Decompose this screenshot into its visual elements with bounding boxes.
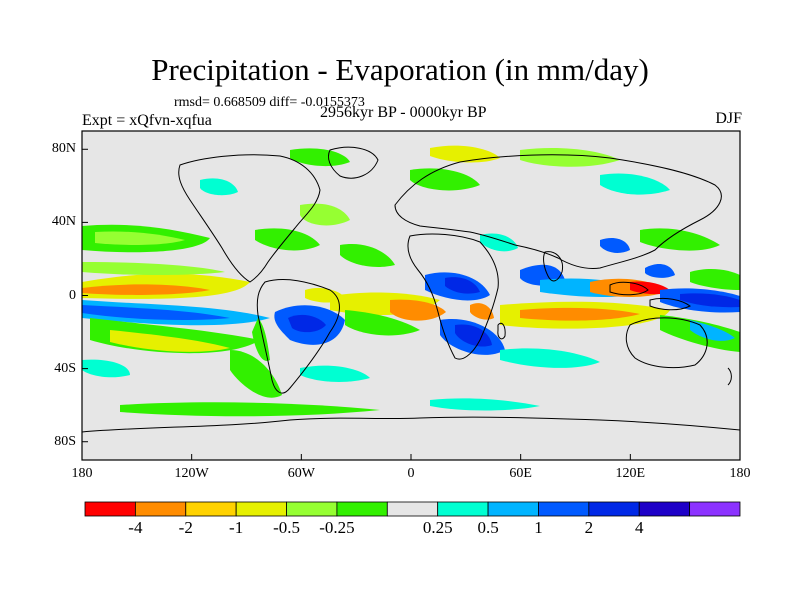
colorbar-box (437, 501, 489, 517)
colorbar-label: 2 (584, 518, 594, 537)
colorbar-box (185, 501, 237, 517)
lon-tick-label: 60E (509, 466, 532, 481)
lat-ticks (82, 148, 88, 443)
colorbar-box (487, 501, 539, 517)
colorbar-label: 0.5 (477, 518, 499, 537)
colorbar-box (134, 501, 187, 517)
colorbar-box (286, 501, 338, 517)
lat-tick-label: 0 (69, 287, 76, 303)
colorbar-box (84, 501, 136, 517)
lon-tick-label: 120W (174, 466, 209, 481)
lon-ticks (81, 454, 741, 460)
colorbar-label: -1 (229, 518, 244, 537)
lon-tick-label: 120E (615, 466, 646, 481)
colorbar-box (689, 501, 741, 517)
colorbar-label: 4 (634, 518, 644, 537)
colorbar-label: 1 (534, 518, 543, 537)
land-outlines (82, 146, 740, 433)
lon-tick-label: 60W (287, 466, 315, 481)
lon-tick-label: 180 (71, 466, 93, 481)
colorbar-box (538, 501, 590, 517)
plot-title: Precipitation - Evaporation (in mm/day) (151, 52, 649, 87)
colorbar (84, 501, 741, 517)
lon-tick-label: 180 (729, 466, 751, 481)
experiment-label: Expt = xQfvn-xqfua (82, 112, 212, 129)
season-label: DJF (715, 110, 742, 127)
colorbar-label: -0.5 (273, 518, 300, 537)
colorbar-box (336, 501, 388, 517)
lat-tick-label: 80N (51, 141, 76, 157)
lat-tick-label: 80S (54, 433, 76, 449)
colorbar-label: 0.25 (422, 518, 453, 537)
rmsd-stats: rmsd= 0.668509 diff= -0.0155373 (174, 95, 365, 110)
colorbar-box (588, 501, 640, 517)
colorbar-box (638, 501, 691, 517)
colorbar-box (386, 501, 439, 517)
colorbar-box (235, 501, 287, 517)
colorbar-label: -0.25 (319, 518, 355, 537)
lat-tick-label: 40N (51, 214, 76, 230)
colorbar-label: -2 (178, 518, 193, 537)
colorbar-label: -4 (128, 518, 143, 537)
field-contours (82, 145, 740, 417)
lon-tick-label: 0 (407, 466, 415, 481)
lat-tick-label: 40S (54, 360, 76, 376)
period-label: 2956kyr BP - 0000kyr BP (320, 104, 487, 121)
